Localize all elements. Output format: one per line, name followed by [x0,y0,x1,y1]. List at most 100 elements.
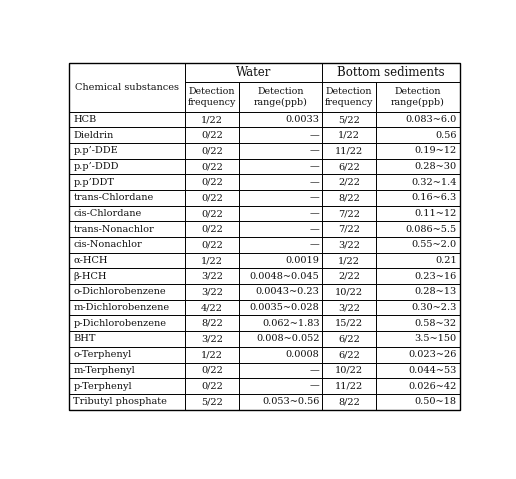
Bar [69,300,185,316]
Bar [376,82,460,112]
Text: 3/22: 3/22 [201,272,223,281]
Bar [376,394,460,410]
Text: trans-Nonachlor: trans-Nonachlor [73,225,154,234]
Text: o-Dichlorobenzene: o-Dichlorobenzene [73,287,166,297]
Bar [185,127,239,143]
Text: 2/22: 2/22 [338,178,360,187]
Bar [185,143,239,159]
Bar [239,268,322,284]
Bar [69,331,185,347]
Bar [322,284,376,300]
Text: Detection
frequency: Detection frequency [325,87,374,107]
Bar [376,331,460,347]
Bar [322,268,376,284]
Text: —: — [310,147,319,155]
Text: 6/22: 6/22 [338,334,360,343]
Bar [185,331,239,347]
Text: 3/22: 3/22 [338,303,360,312]
Bar [376,268,460,284]
Text: 0.044~53: 0.044~53 [409,366,457,375]
Bar [69,268,185,284]
Text: 5/22: 5/22 [338,115,360,124]
Text: 8/22: 8/22 [201,319,223,328]
Bar [239,284,322,300]
Text: β-HCH: β-HCH [73,272,107,281]
Text: 7/22: 7/22 [338,225,360,234]
Bar [185,174,239,190]
Text: 0.21: 0.21 [435,256,457,265]
Bar [239,316,322,331]
Text: 0.58~32: 0.58~32 [415,319,457,328]
Text: cis-Chlordane: cis-Chlordane [73,209,141,218]
Text: cis-Nonachlor: cis-Nonachlor [73,240,142,250]
Text: 8/22: 8/22 [338,194,360,203]
Bar [376,300,460,316]
Text: 7/22: 7/22 [338,209,360,218]
Text: 1/22: 1/22 [201,350,223,359]
Text: Detection
range(ppb): Detection range(ppb) [253,87,308,107]
Bar [69,112,185,127]
Text: 0/22: 0/22 [201,366,223,375]
Text: 1/22: 1/22 [338,131,360,140]
Bar [185,221,239,237]
Bar [239,300,322,316]
Bar [322,221,376,237]
Text: 11/22: 11/22 [335,147,363,155]
Bar [239,82,322,112]
Text: 0.0019: 0.0019 [286,256,319,265]
Bar [239,174,322,190]
Bar [239,363,322,378]
Bar [185,316,239,331]
Bar [185,284,239,300]
Bar [69,284,185,300]
Text: 0.32~1.4: 0.32~1.4 [411,178,457,187]
Bar [376,174,460,190]
Text: 10/22: 10/22 [335,366,363,375]
Bar [185,63,322,82]
Text: 1/22: 1/22 [338,256,360,265]
Text: HCB: HCB [73,115,96,124]
Text: 0/22: 0/22 [201,147,223,155]
Text: α-HCH: α-HCH [73,256,108,265]
Bar [376,363,460,378]
Text: trans-Chlordane: trans-Chlordane [73,194,154,203]
Text: 0.053~0.56: 0.053~0.56 [262,397,319,406]
Bar [185,159,239,174]
Text: Water: Water [236,66,271,79]
Bar [69,63,185,112]
Text: 6/22: 6/22 [338,162,360,171]
Bar [322,127,376,143]
Bar [239,112,322,127]
Text: Tributyl phosphate: Tributyl phosphate [73,397,167,406]
Bar [322,300,376,316]
Text: 0.0033: 0.0033 [285,115,319,124]
Text: 5/22: 5/22 [201,397,223,406]
Bar [322,112,376,127]
Bar [239,159,322,174]
Text: Dieldrin: Dieldrin [73,131,114,140]
Bar [376,190,460,206]
Text: Chemical substances: Chemical substances [75,83,179,92]
Text: 0.086~5.5: 0.086~5.5 [406,225,457,234]
Bar [69,347,185,363]
Text: 10/22: 10/22 [335,287,363,297]
Bar [322,316,376,331]
Text: —: — [310,381,319,390]
Bar [376,143,460,159]
Bar [185,363,239,378]
Text: —: — [310,240,319,250]
Bar [69,253,185,268]
Bar [69,394,185,410]
Text: 0/22: 0/22 [201,162,223,171]
Text: p.p’DDT: p.p’DDT [73,178,115,187]
Text: m-Terphenyl: m-Terphenyl [73,366,135,375]
Text: —: — [310,366,319,375]
Bar [322,174,376,190]
Bar [376,378,460,394]
Bar [69,237,185,253]
Bar [376,112,460,127]
Bar [69,221,185,237]
Text: p.p’-DDE: p.p’-DDE [73,147,118,155]
Text: 0/22: 0/22 [201,131,223,140]
Text: 0/22: 0/22 [201,240,223,250]
